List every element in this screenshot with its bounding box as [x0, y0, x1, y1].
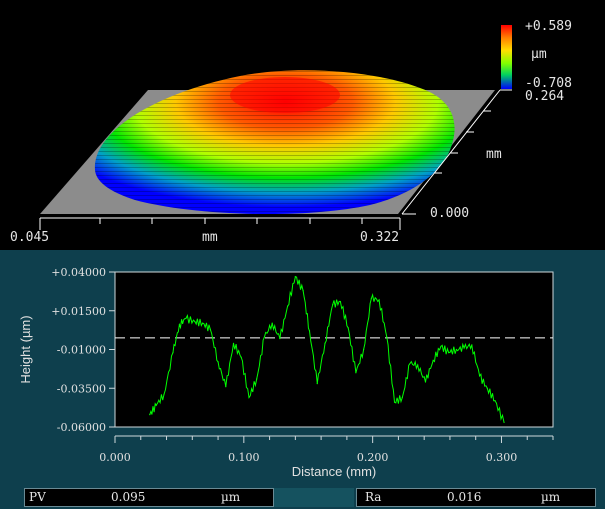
profile-data-point [163, 393, 165, 396]
profile-data-point [448, 352, 450, 354]
profile-data-point [355, 372, 357, 374]
profile-data-point [172, 352, 174, 354]
profile-data-point [248, 396, 250, 399]
profile-data-point [417, 364, 419, 366]
profile-data-point [370, 297, 372, 299]
status-separator [274, 488, 354, 507]
profile-data-point [225, 386, 227, 388]
profile-data-point [486, 387, 488, 389]
x-tick-label: 0.000 [99, 451, 131, 464]
profile-data-point [178, 324, 181, 326]
profile-data-point [440, 345, 442, 347]
x-tick-label: 0.300 [486, 451, 518, 464]
surface-3d-graphic [39, 25, 512, 230]
ra-field: Ra 0.016 µm [356, 488, 596, 507]
y-unit-label: mm [486, 147, 502, 162]
ra-unit: µm [541, 490, 561, 504]
profile-data-point [478, 375, 481, 377]
y-tick-label: +0.01500 [51, 305, 106, 318]
colorbar [501, 25, 512, 89]
profile-data-point [287, 305, 289, 307]
x-axis-3d [39, 217, 401, 230]
ra-label: Ra [365, 490, 382, 504]
profile-data-point [302, 290, 304, 292]
profile-data-point [393, 401, 396, 403]
profile-data-point [378, 299, 380, 301]
profile-data-point [332, 303, 334, 306]
x-unit-label: mm [202, 230, 218, 245]
profile-data-point [401, 396, 403, 399]
profile-data-point [316, 383, 318, 385]
profile-data-point [279, 338, 281, 340]
profile-data-point [339, 300, 342, 303]
profile-data-point [194, 321, 196, 323]
pv-label: PV [29, 490, 46, 504]
x-max-label: 0.322 [360, 230, 400, 245]
y-tick-label: +0.04000 [51, 266, 106, 279]
ra-value: 0.016 [447, 490, 482, 504]
status-bar: PV 0.095 µm Ra 0.016 µm [0, 483, 605, 509]
profile-data-point [503, 421, 505, 423]
profile-data-point [308, 330, 311, 332]
profile-data-point [494, 400, 496, 402]
profile-data-point [240, 356, 242, 358]
profile-data-point [363, 348, 365, 351]
colorbar-max-label: +0.589 [525, 19, 572, 34]
colorbar-unit-label: µm [531, 47, 547, 62]
profile-data-point [155, 404, 157, 406]
x-min-label: 0.045 [10, 230, 50, 245]
profile-data-point [202, 322, 204, 324]
y-tick-label: -0.01000 [57, 344, 106, 357]
profile-data-point [217, 361, 219, 363]
plot-area [114, 271, 554, 428]
profile-data-point [471, 344, 473, 346]
profile-data-point [256, 378, 258, 380]
y-axis-3d [401, 89, 512, 215]
pv-value: 0.095 [111, 490, 146, 504]
colorbar-min-label: -0.708 [525, 76, 572, 91]
profile-data-point [149, 414, 151, 416]
profile-data-point [455, 348, 457, 351]
pv-field: PV 0.095 µm [24, 488, 274, 507]
profile-data-point [386, 336, 388, 338]
profile-data-point [432, 359, 434, 361]
y-tick-label: -0.03500 [57, 382, 106, 395]
profile-data-point [232, 342, 235, 344]
profile-data-point [263, 336, 266, 338]
profile-data-point [271, 322, 273, 324]
pv-unit: µm [221, 490, 241, 504]
y-tick-label: -0.06000 [57, 421, 106, 434]
y-axis-title: Height (µm) [18, 315, 33, 383]
profile-data-point [324, 342, 326, 344]
profile-data-point [347, 327, 349, 329]
x-tick-label: 0.200 [357, 451, 389, 464]
profile-data-point [294, 276, 296, 278]
profile-chart-panel: +0.04000 +0.01500 -0.01000 -0.03500 -0.06000… [0, 250, 605, 483]
surface-3d-view: +0.589 µm -0.708 0.264 mm 0.000 0.045 mm… [0, 0, 605, 250]
y-max-label: 0.264 [525, 89, 565, 104]
surface-contours [94, 70, 455, 215]
profile-data-point [209, 328, 211, 330]
x-tick-label: 0.100 [228, 451, 260, 464]
y-min-label: 0.000 [430, 206, 470, 221]
x-axis-title: Distance (mm) [292, 464, 377, 479]
profile-data-point [463, 347, 465, 349]
height-profile-chart: +0.04000 +0.01500 -0.01000 -0.03500 -0.06000… [18, 266, 554, 479]
dome-peak [230, 77, 340, 113]
profile-data-point [409, 362, 411, 365]
profile-data-point [185, 317, 187, 320]
profile-data-point [424, 381, 427, 383]
